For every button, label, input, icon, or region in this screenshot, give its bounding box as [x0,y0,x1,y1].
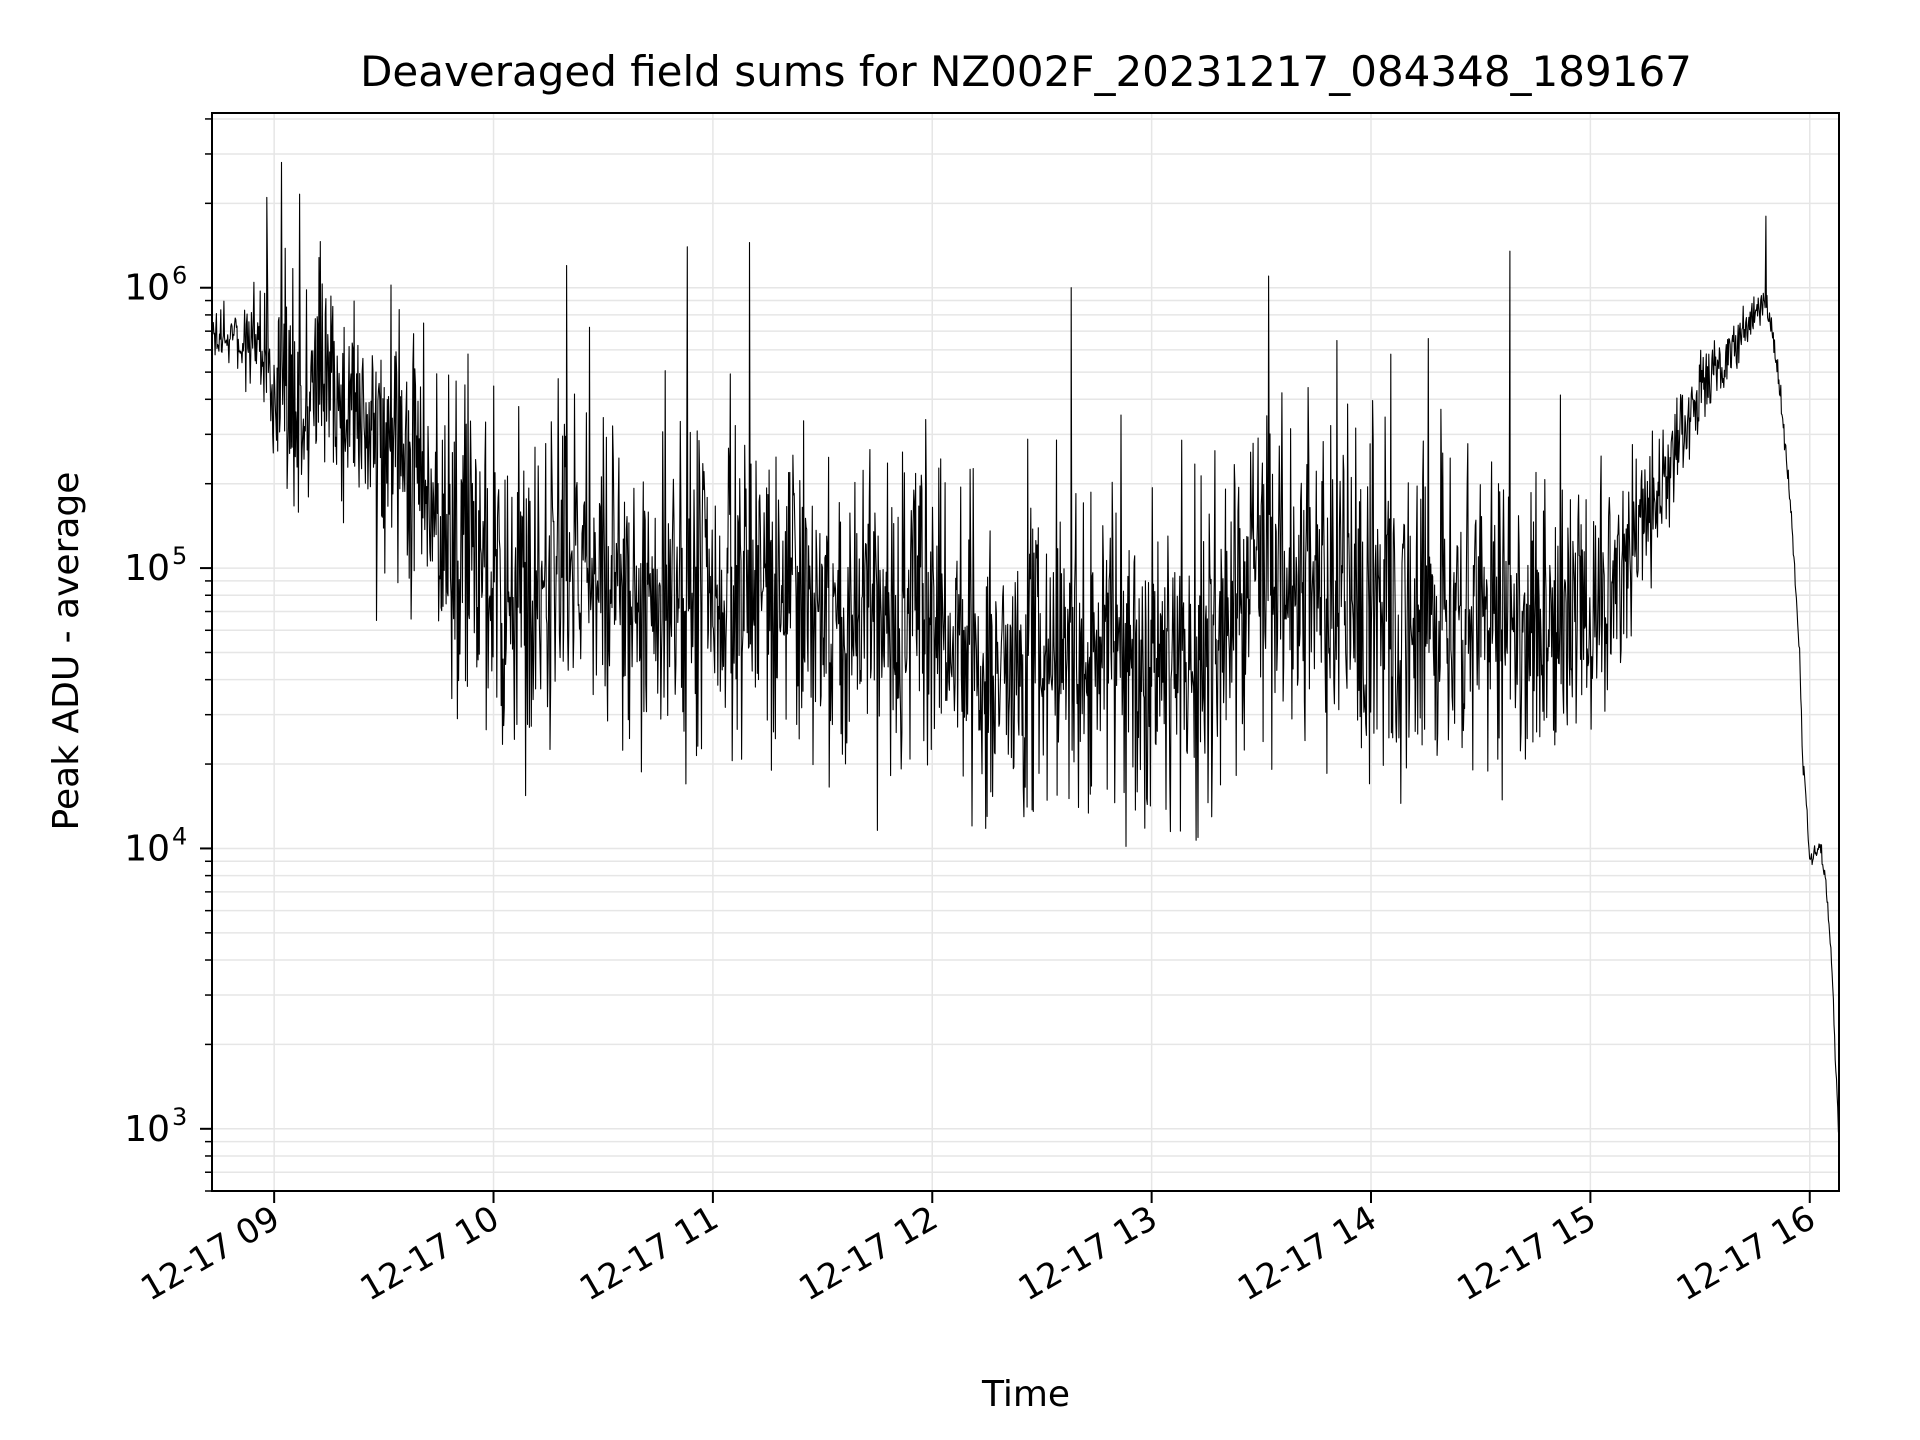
x-axis-label: Time [981,1374,1070,1415]
y-tick-exponent: 5 [172,542,187,570]
tick-marks [200,118,1811,1203]
y-tick-label: 10 [124,828,170,869]
y-tick-label: 10 [124,548,170,589]
y-axis-label: Peak ADU - average [46,472,87,831]
series-group [211,161,1840,1138]
y-tick-exponent: 6 [172,262,187,290]
y-tick-label: 10 [124,268,170,309]
y-tick-exponent: 3 [172,1103,187,1131]
chart-title: Deaveraged field sums for NZ002F_2023121… [360,47,1692,96]
series-line [211,161,1840,1138]
y-tick-exponent: 4 [172,822,187,850]
y-tick-label: 10 [124,1109,170,1150]
